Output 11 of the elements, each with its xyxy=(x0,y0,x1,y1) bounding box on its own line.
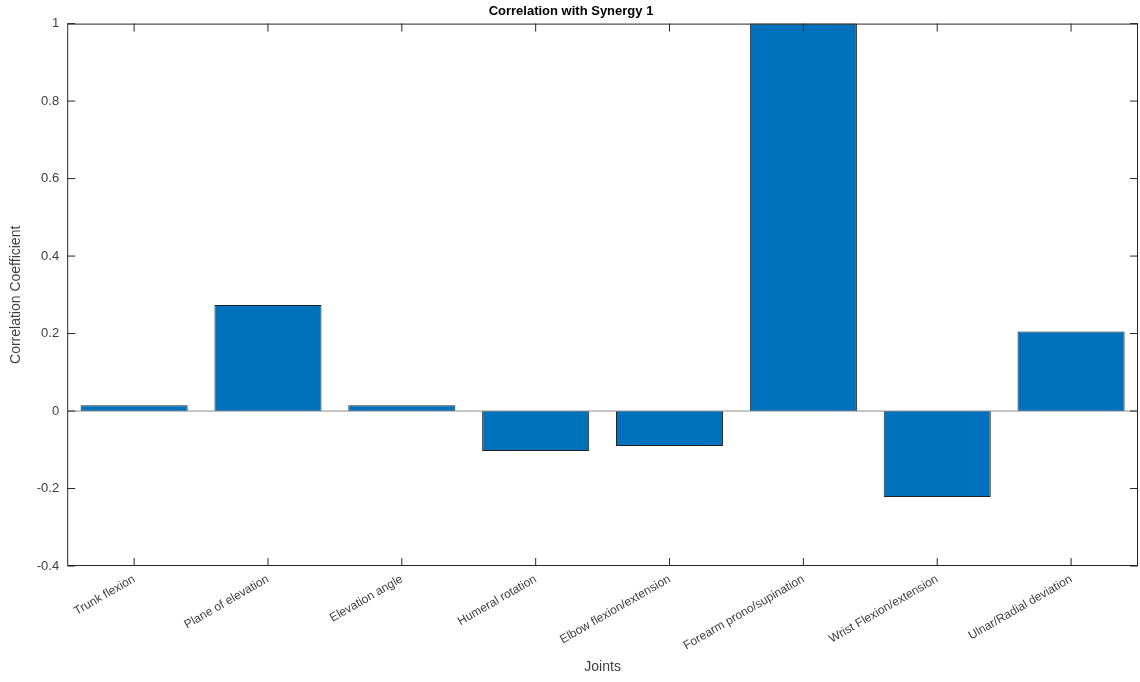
y-tick-label: 1 xyxy=(51,15,60,31)
y-tick-label: 0.8 xyxy=(41,92,60,108)
y-tick-label: -0.2 xyxy=(36,480,60,496)
y-tick-label: 0.2 xyxy=(41,325,60,341)
y-tick-label: 0.4 xyxy=(41,247,60,263)
y-tick-label: 0 xyxy=(51,402,60,418)
y-tick-label: -0.4 xyxy=(36,557,60,573)
chart-title: Correlation with Synergy 1 xyxy=(488,3,654,19)
y-axis-title: Correlation Coefficient xyxy=(7,225,24,364)
x-axis-title: Joints xyxy=(584,658,621,675)
y-tick-label: 0.6 xyxy=(41,170,60,186)
